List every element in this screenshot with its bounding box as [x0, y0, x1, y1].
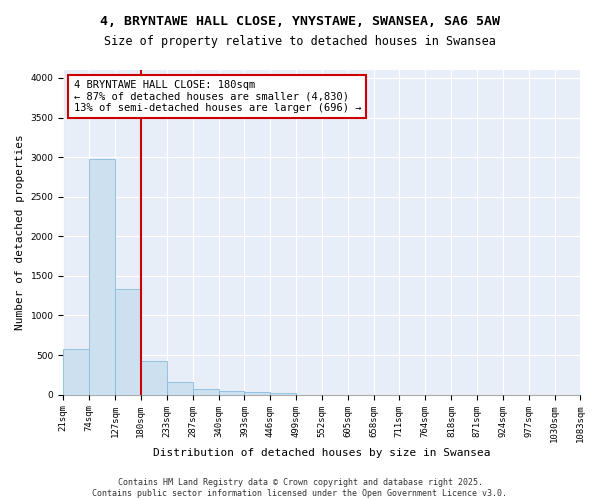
Bar — [270, 392, 296, 394]
Bar — [89, 160, 115, 394]
Text: 4 BRYNTAWE HALL CLOSE: 180sqm
← 87% of detached houses are smaller (4,830)
13% o: 4 BRYNTAWE HALL CLOSE: 180sqm ← 87% of d… — [74, 80, 361, 113]
Bar — [167, 382, 193, 394]
Bar — [63, 348, 89, 395]
Bar — [141, 360, 167, 394]
Text: Size of property relative to detached houses in Swansea: Size of property relative to detached ho… — [104, 35, 496, 48]
Y-axis label: Number of detached properties: Number of detached properties — [15, 134, 25, 330]
Bar — [218, 391, 244, 394]
X-axis label: Distribution of detached houses by size in Swansea: Distribution of detached houses by size … — [153, 448, 491, 458]
Bar — [244, 392, 270, 394]
Bar — [115, 288, 141, 395]
Bar — [193, 388, 218, 394]
Text: Contains HM Land Registry data © Crown copyright and database right 2025.
Contai: Contains HM Land Registry data © Crown c… — [92, 478, 508, 498]
Text: 4, BRYNTAWE HALL CLOSE, YNYSTAWE, SWANSEA, SA6 5AW: 4, BRYNTAWE HALL CLOSE, YNYSTAWE, SWANSE… — [100, 15, 500, 28]
